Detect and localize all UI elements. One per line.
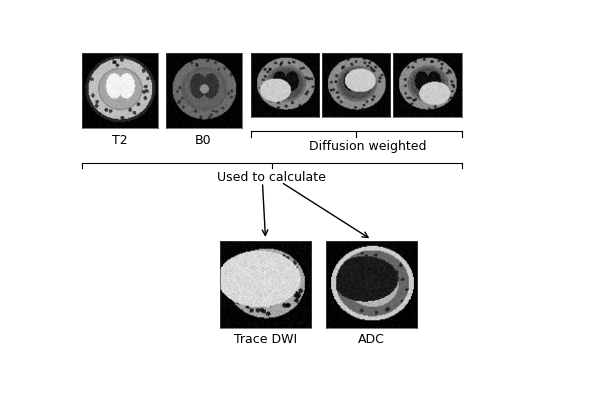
Text: B0: B0 bbox=[195, 133, 212, 147]
Text: Trace DWI: Trace DWI bbox=[234, 333, 297, 346]
Text: T2: T2 bbox=[112, 133, 127, 147]
Text: ADC: ADC bbox=[358, 333, 385, 346]
Text: Used to calculate: Used to calculate bbox=[217, 171, 326, 184]
Text: Diffusion weighted: Diffusion weighted bbox=[309, 140, 426, 153]
